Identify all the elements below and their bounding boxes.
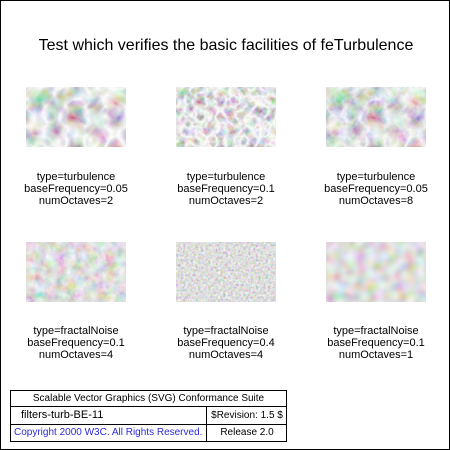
caption-frequency: baseFrequency=0.1 [177, 183, 275, 195]
release-label: Release 2.0 [220, 427, 274, 438]
caption-frequency: baseFrequency=0.1 [327, 337, 425, 349]
caption-type: type=turbulence [336, 171, 416, 183]
legend-divider [11, 424, 208, 425]
caption-type: type=fractalNoise [333, 325, 419, 337]
caption-octaves: numOctaves=4 [38, 349, 114, 361]
tile-caption-1: type=turbulence baseFrequency=0.05 numOc… [6, 171, 146, 207]
caption-octaves: numOctaves=2 [38, 195, 114, 207]
test-legend: Scalable Vector Graphics (SVG) Conforman… [10, 390, 287, 442]
caption-octaves: numOctaves=2 [188, 195, 264, 207]
turbulence-tile-1 [26, 87, 126, 147]
caption-frequency: baseFrequency=0.1 [27, 337, 125, 349]
page-title: Test which verifies the basic facilities… [38, 37, 414, 54]
caption-frequency: baseFrequency=0.05 [324, 183, 428, 195]
test-id: filters-turb-BE-11 [11, 407, 207, 424]
turbulence-tile-3 [326, 87, 426, 147]
tile-caption-4: type=fractalNoise baseFrequency=0.1 numO… [6, 325, 146, 361]
tile-caption-5: type=fractalNoise baseFrequency=0.4 numO… [156, 325, 296, 361]
suite-name: Scalable Vector Graphics (SVG) Conforman… [11, 391, 286, 407]
caption-type: type=turbulence [186, 171, 266, 183]
fractal-noise-tile-2 [176, 242, 276, 302]
caption-type: type=turbulence [36, 171, 116, 183]
turbulence-tile-2 [176, 87, 276, 147]
caption-frequency: baseFrequency=0.05 [24, 183, 128, 195]
tile-caption-6: type=fractalNoise baseFrequency=0.1 numO… [306, 325, 446, 361]
caption-octaves: numOctaves=4 [188, 349, 264, 361]
revision-label: $Revision: 1.5 $ [208, 407, 286, 425]
tile-caption-3: type=turbulence baseFrequency=0.05 numOc… [306, 171, 446, 207]
caption-type: type=fractalNoise [183, 325, 269, 337]
caption-type: type=fractalNoise [33, 325, 119, 337]
fractal-noise-tile-1 [26, 242, 126, 302]
fractal-noise-tile-3 [326, 242, 426, 302]
tile-caption-2: type=turbulence baseFrequency=0.1 numOct… [156, 171, 296, 207]
caption-octaves: numOctaves=1 [338, 349, 414, 361]
caption-frequency: baseFrequency=0.4 [177, 337, 275, 349]
copyright-link[interactable]: Copyright 2000 W3C. All Rights Reserved. [11, 425, 207, 441]
caption-octaves: numOctaves=8 [338, 195, 414, 207]
